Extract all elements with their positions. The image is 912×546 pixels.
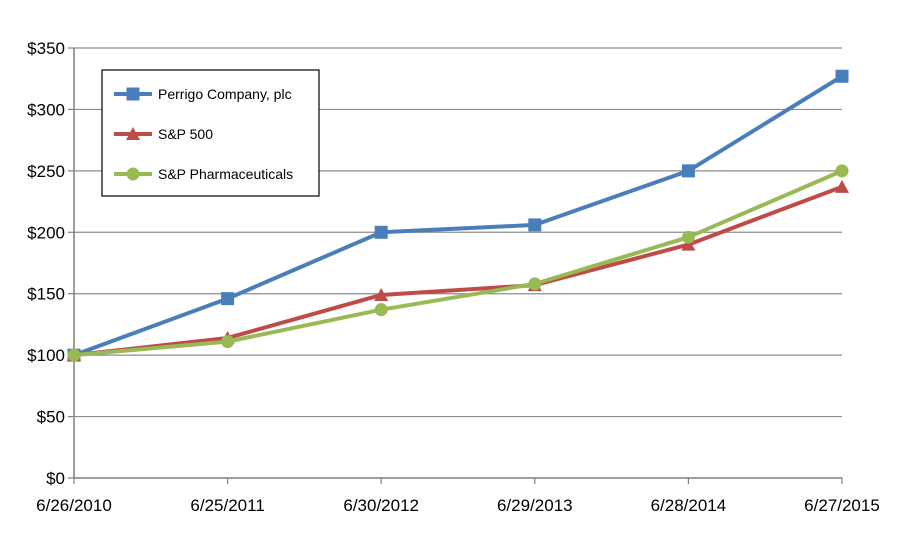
data-point [835, 179, 849, 193]
y-axis-ticks: $0 $50 $100 $150 $200 $250 $300 $350 [27, 39, 74, 488]
y-tick-label: $300 [27, 100, 65, 119]
series-line [73, 74, 844, 358]
legend-label: S&P Pharmaceuticals [158, 166, 293, 182]
data-point [835, 164, 849, 178]
series-2 [67, 164, 849, 362]
series-lines [67, 69, 849, 362]
legend-item: S&P Pharmaceuticals [114, 166, 293, 182]
y-tick-label: $350 [27, 39, 65, 58]
series-line [73, 169, 843, 358]
x-tick-label: 6/27/2015 [804, 496, 880, 515]
legend-marker [126, 167, 140, 181]
y-tick-label: $0 [46, 469, 65, 488]
data-point [835, 69, 849, 83]
data-point [528, 218, 542, 232]
data-point [221, 335, 235, 349]
y-tick-label: $250 [27, 162, 65, 181]
legend-marker [126, 87, 140, 101]
series-line [73, 184, 843, 358]
data-point [528, 277, 542, 291]
legend-item: Perrigo Company, plc [114, 86, 292, 102]
data-point [681, 237, 696, 251]
y-tick-label: $50 [37, 408, 65, 427]
data-point [67, 348, 81, 362]
y-tick-label: $100 [27, 346, 65, 365]
series-1 [67, 179, 849, 362]
legend-label: Perrigo Company, plc [158, 86, 292, 102]
x-axis-ticks: 6/26/2010 6/25/2011 6/30/2012 6/29/2013 6/28… [36, 478, 880, 515]
data-point [374, 287, 389, 301]
data-point [374, 225, 388, 239]
data-point [374, 303, 388, 317]
legend: Perrigo Company, plc S&P 500 S&P Pharmaceu… [101, 69, 320, 197]
axes [73, 48, 842, 479]
x-tick-label: 6/25/2011 [190, 496, 264, 515]
legend-marker [126, 127, 140, 140]
y-tick-label: $200 [27, 223, 65, 242]
legend-label: S&P 500 [158, 126, 213, 142]
x-tick-label: 6/30/2012 [343, 496, 419, 515]
x-tick-label: 6/29/2013 [497, 496, 573, 515]
legend-item: S&P 500 [114, 126, 213, 142]
data-point [681, 230, 695, 244]
data-point [221, 292, 235, 306]
data-point [681, 164, 695, 178]
x-tick-label: 6/28/2014 [651, 496, 727, 515]
x-tick-label: 6/26/2010 [36, 496, 112, 515]
y-tick-label: $150 [27, 285, 65, 304]
